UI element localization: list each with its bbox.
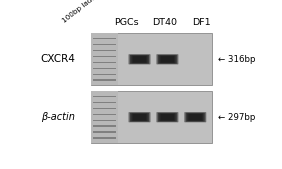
FancyBboxPatch shape: [186, 113, 205, 122]
Text: ← 297bp: ← 297bp: [218, 113, 255, 122]
FancyBboxPatch shape: [159, 113, 175, 121]
FancyBboxPatch shape: [134, 57, 145, 62]
FancyBboxPatch shape: [157, 54, 178, 64]
Bar: [92, 56, 116, 57]
FancyBboxPatch shape: [133, 56, 146, 63]
Text: ← 316bp: ← 316bp: [218, 55, 255, 64]
Bar: [92, 68, 116, 69]
Bar: [91, 91, 118, 143]
FancyBboxPatch shape: [159, 55, 175, 63]
FancyBboxPatch shape: [133, 114, 146, 120]
Text: DT40: DT40: [152, 18, 177, 27]
Text: 100bp ladder: 100bp ladder: [61, 0, 103, 23]
Bar: [92, 108, 116, 109]
FancyBboxPatch shape: [161, 56, 174, 63]
FancyBboxPatch shape: [158, 113, 177, 122]
Bar: [92, 102, 116, 103]
FancyBboxPatch shape: [130, 55, 149, 64]
Text: CXCR4: CXCR4: [41, 54, 76, 64]
Bar: [92, 137, 116, 139]
FancyBboxPatch shape: [131, 55, 147, 63]
FancyBboxPatch shape: [157, 112, 178, 122]
Bar: [91, 33, 118, 85]
FancyBboxPatch shape: [189, 114, 202, 120]
Bar: [92, 126, 116, 127]
FancyBboxPatch shape: [129, 54, 151, 64]
Bar: [92, 38, 116, 39]
FancyBboxPatch shape: [162, 57, 173, 62]
Text: DF1: DF1: [193, 18, 211, 27]
FancyBboxPatch shape: [190, 115, 201, 120]
FancyBboxPatch shape: [184, 112, 206, 122]
FancyBboxPatch shape: [161, 114, 174, 120]
FancyBboxPatch shape: [162, 115, 173, 120]
Bar: [92, 44, 116, 45]
Bar: [92, 62, 116, 63]
FancyBboxPatch shape: [130, 113, 149, 122]
Bar: [92, 74, 116, 75]
Bar: [92, 79, 116, 81]
Text: β-actin: β-actin: [41, 112, 75, 122]
FancyBboxPatch shape: [134, 115, 145, 120]
Text: PGCs: PGCs: [114, 18, 138, 27]
Bar: [92, 50, 116, 51]
Bar: [91, 33, 212, 85]
Bar: [92, 131, 116, 133]
Bar: [92, 114, 116, 115]
FancyBboxPatch shape: [131, 113, 147, 121]
Bar: [92, 96, 116, 97]
Bar: [91, 91, 212, 143]
FancyBboxPatch shape: [187, 113, 203, 121]
FancyBboxPatch shape: [158, 55, 177, 64]
FancyBboxPatch shape: [129, 112, 151, 122]
Bar: [92, 119, 116, 121]
